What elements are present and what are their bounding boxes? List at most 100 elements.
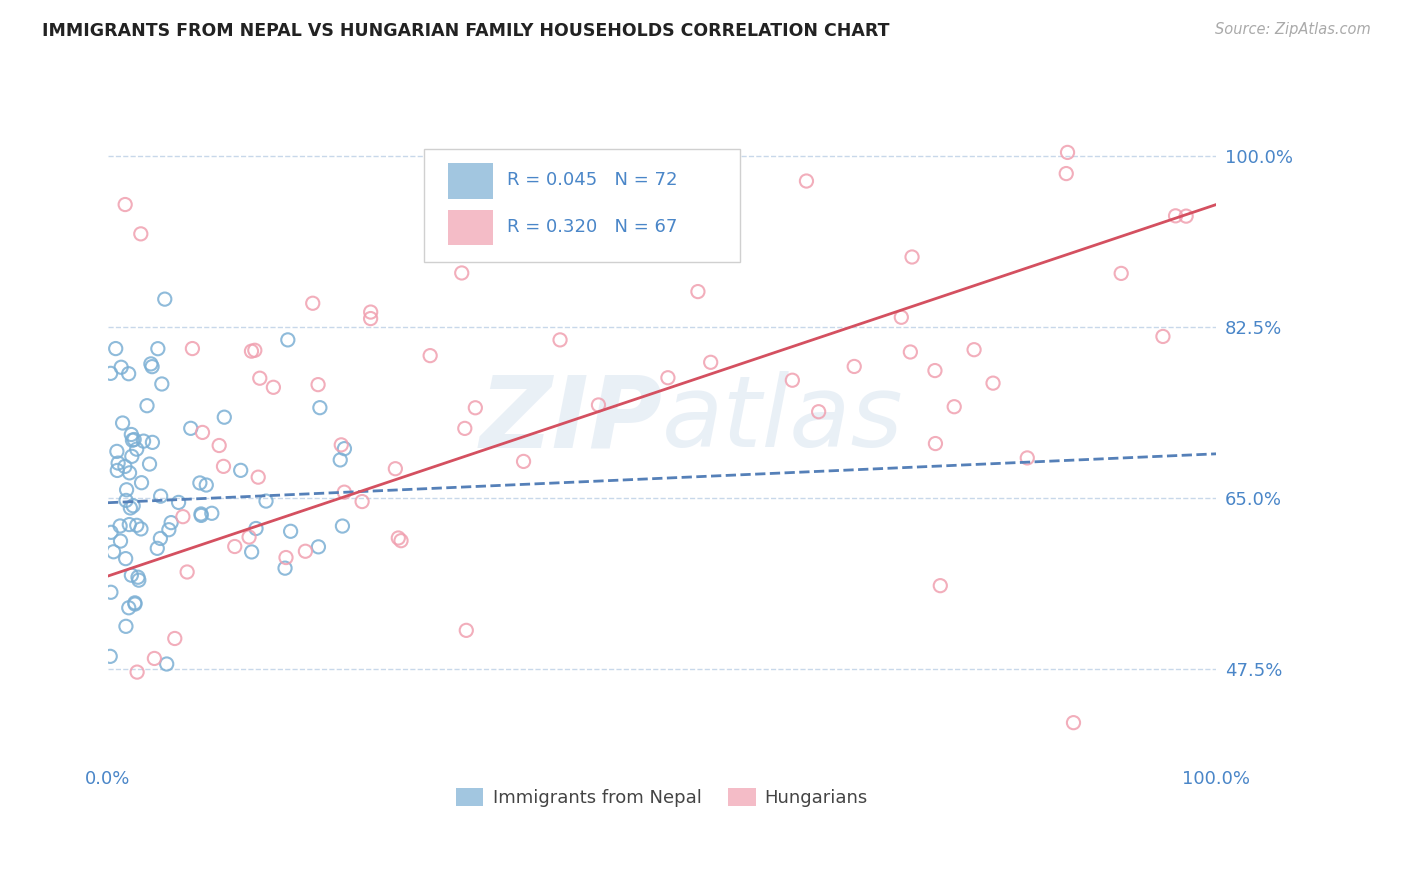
Point [454,421,477,435]
Point [115,619,138,633]
Point [387,531,409,545]
Legend: Immigrants from Nepal, Hungarians: Immigrants from Nepal, Hungarians [449,780,875,814]
Point [121,434,143,448]
Point [981,376,1004,391]
Point [214,410,236,425]
Point [586,814,609,828]
Bar [449,163,492,199]
Point [548,333,571,347]
Point [1017,450,1039,465]
Point [107,456,129,470]
Point [301,296,323,310]
Text: atlas: atlas [662,371,904,468]
Point [120,427,142,442]
Point [1175,209,1198,223]
Point [332,519,354,533]
Point [240,344,263,359]
Point [98,649,121,664]
Point [1033,853,1056,867]
Point [127,570,149,584]
Point [195,478,218,492]
Point [208,438,231,452]
Point [901,250,924,264]
Point [114,551,136,566]
Point [100,525,122,540]
Point [1109,267,1132,281]
Point [176,565,198,579]
Point [309,401,332,415]
Point [167,495,190,509]
Point [190,507,212,521]
Point [136,399,159,413]
Point [122,433,145,447]
Point [280,524,302,539]
Point [104,342,127,356]
Point [115,483,138,497]
Point [943,400,966,414]
Point [929,579,952,593]
Point [124,597,146,611]
Point [111,416,134,430]
Text: IMMIGRANTS FROM NEPAL VS HUNGARIAN FAMILY HOUSEHOLDS CORRELATION CHART: IMMIGRANTS FROM NEPAL VS HUNGARIAN FAMIL… [42,22,890,40]
Point [360,305,382,319]
Point [127,665,149,679]
Point [294,544,316,558]
Point [254,494,277,508]
Point [274,550,297,565]
Point [120,568,142,582]
Point [110,534,132,549]
Point [103,545,125,559]
Point [141,435,163,450]
Point [229,463,252,477]
Point [149,532,172,546]
Point [156,657,179,671]
Point [1063,715,1085,730]
Point [201,506,224,520]
Point [105,463,128,477]
Point [139,357,162,371]
Point [245,521,267,535]
Point [243,343,266,358]
Point [274,561,297,575]
Point [120,500,142,515]
Point [333,485,356,500]
Point [1164,209,1187,223]
Point [333,442,356,456]
Text: ZIP: ZIP [479,371,662,468]
Point [129,227,152,241]
Point [924,363,946,377]
Point [114,459,136,474]
Point [588,398,610,412]
FancyBboxPatch shape [423,149,740,262]
Point [124,596,146,610]
Point [160,516,183,530]
Point [118,466,141,480]
Point [898,345,921,359]
Bar [449,210,492,245]
Point [125,442,148,457]
Point [699,355,721,369]
Point [890,310,912,325]
Y-axis label: Family Households: Family Households [0,342,8,498]
Point [138,457,160,471]
Point [129,522,152,536]
Point [191,425,214,440]
Point [157,523,180,537]
Point [247,470,270,484]
Point [141,359,163,374]
Point [657,370,679,384]
Point [131,475,153,490]
Point [150,376,173,391]
Point [188,475,211,490]
Point [389,533,412,548]
Point [146,541,169,556]
Point [172,509,194,524]
Text: R = 0.045   N = 72: R = 0.045 N = 72 [508,171,678,189]
Point [181,342,204,356]
Point [384,461,406,475]
Point [105,444,128,458]
Point [153,292,176,306]
Text: R = 0.320   N = 67: R = 0.320 N = 67 [508,219,678,236]
Point [512,454,534,468]
Point [307,377,329,392]
